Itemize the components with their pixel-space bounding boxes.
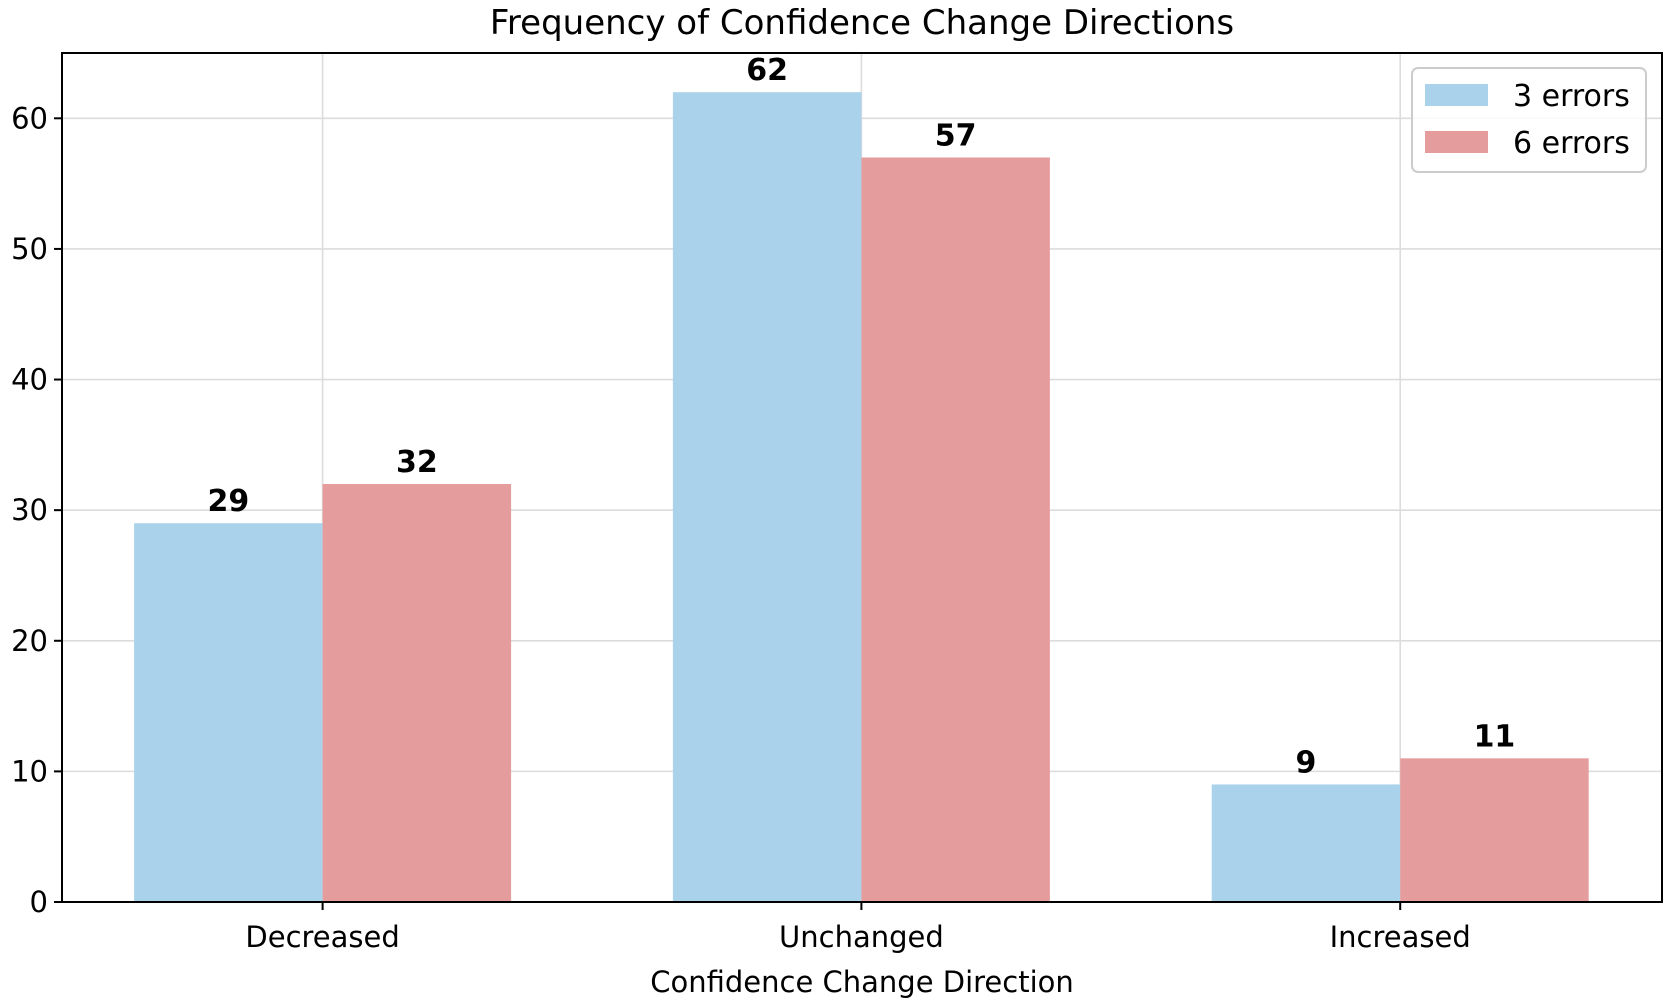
y-tick-label: 20 — [11, 624, 48, 658]
x-tick-label: Unchanged — [779, 920, 944, 954]
bar-value-label: 62 — [746, 53, 788, 88]
legend-label: 3 errors — [1513, 79, 1630, 114]
bar-unchanged-series-1 — [672, 92, 862, 902]
y-tick-label: 10 — [11, 754, 48, 788]
legend-label: 6 errors — [1513, 126, 1630, 161]
bars — [134, 92, 1589, 902]
bar-increased-series-1 — [1211, 784, 1401, 902]
bar-value-label: 32 — [396, 445, 438, 480]
bar-unchanged-series-2 — [861, 157, 1050, 902]
y-tick-label: 0 — [30, 885, 48, 919]
bar-value-label: 29 — [207, 484, 249, 519]
axes: 0 10 20 30 40 50 60 Decreased Unchanged Increased — [11, 52, 1663, 954]
x-axis-title: Confidence Change Direction — [650, 965, 1074, 999]
bar-decreased-series-2 — [322, 484, 512, 902]
bar-increased-series-2 — [1400, 758, 1589, 902]
y-tick-label: 60 — [11, 101, 48, 135]
x-tick-label: Increased — [1330, 920, 1471, 954]
y-tick-label: 40 — [11, 363, 48, 397]
legend-swatch — [1425, 84, 1488, 106]
bar-labels: 29 62 9 32 57 11 — [207, 53, 1515, 780]
bar-value-label: 9 — [1296, 745, 1317, 780]
bar-value-label: 11 — [1474, 719, 1516, 754]
y-tick-label: 50 — [11, 232, 48, 266]
bar-decreased-series-1 — [134, 523, 323, 902]
legend: 3 errors 6 errors — [1411, 67, 1647, 173]
legend-swatch — [1425, 131, 1488, 153]
y-tick-label: 30 — [11, 493, 48, 527]
bar-value-label: 57 — [935, 118, 977, 153]
chart-title: Frequency of Confidence Change Direction… — [490, 3, 1234, 43]
x-tick-label: Decreased — [245, 920, 399, 954]
